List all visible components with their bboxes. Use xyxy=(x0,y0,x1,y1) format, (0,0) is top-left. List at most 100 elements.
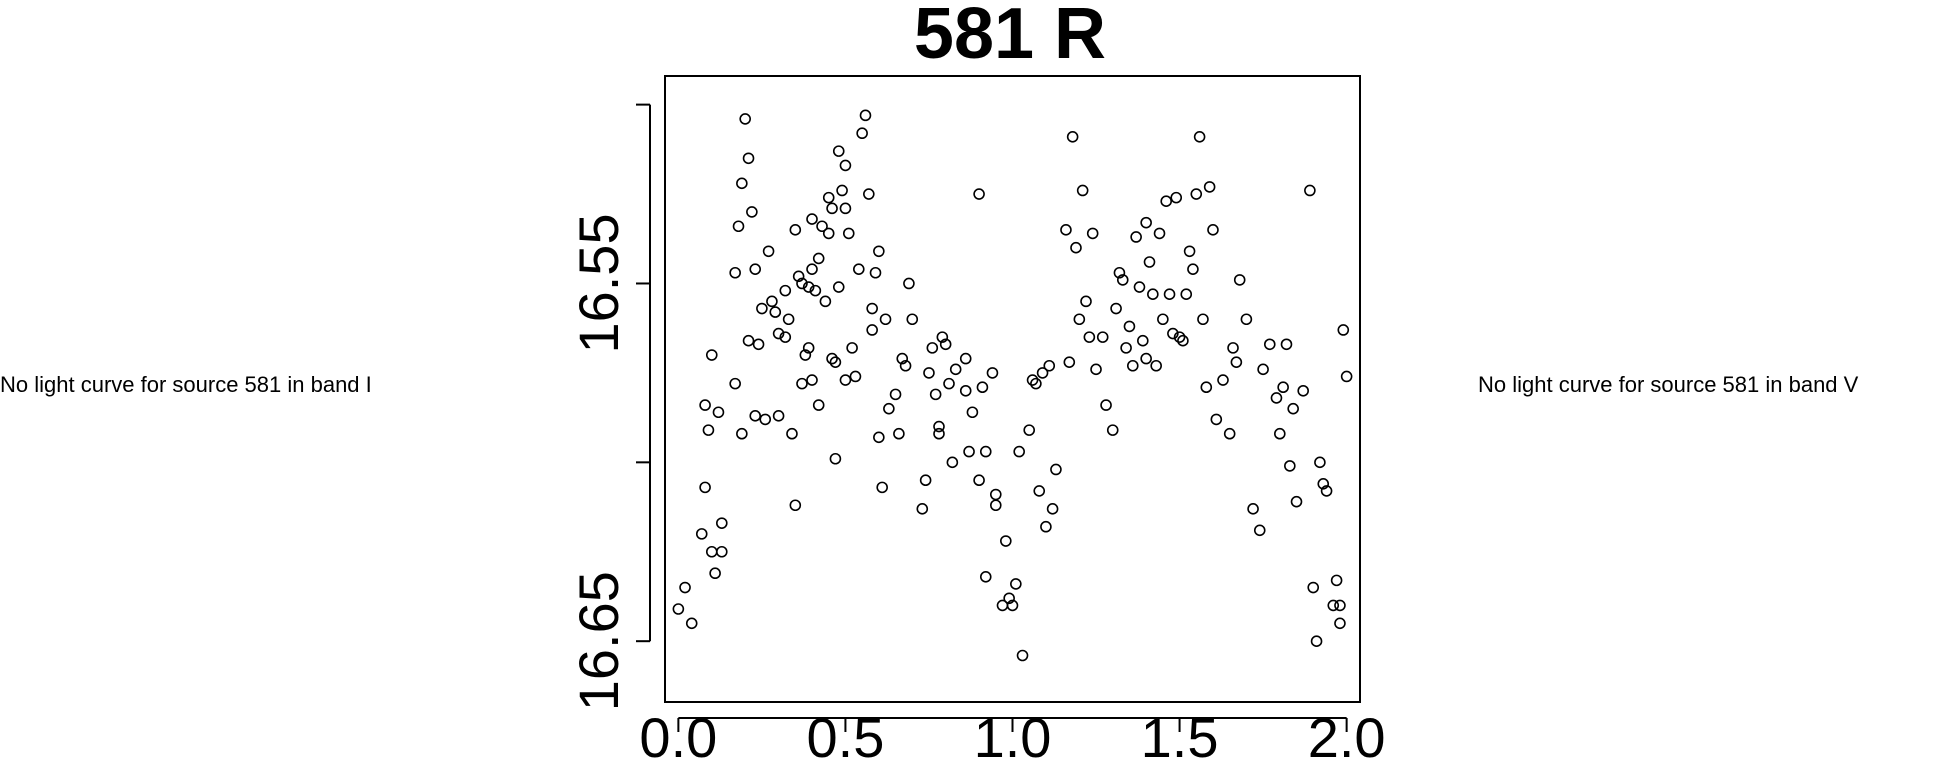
x-tick-label: 0.5 xyxy=(807,706,885,758)
data-point xyxy=(789,224,802,236)
data-point xyxy=(1126,359,1139,372)
data-point xyxy=(1013,445,1025,458)
data-point xyxy=(705,545,718,558)
data-point xyxy=(839,374,852,386)
data-point xyxy=(1263,338,1276,351)
data-point xyxy=(759,413,772,426)
data-point xyxy=(1284,460,1296,472)
data-point xyxy=(1287,402,1299,415)
data-point xyxy=(802,281,815,293)
chart-title: 581 R xyxy=(914,0,1106,74)
data-point xyxy=(1334,599,1346,612)
data-point xyxy=(1153,227,1166,240)
data-point xyxy=(1140,216,1152,229)
data-point xyxy=(1320,485,1333,497)
data-point xyxy=(929,388,942,401)
data-point xyxy=(1026,374,1039,386)
data-point xyxy=(856,127,868,140)
data-point xyxy=(1163,288,1176,301)
data-point xyxy=(933,427,945,440)
data-point xyxy=(716,545,728,558)
data-point xyxy=(906,313,919,326)
data-point xyxy=(986,367,999,379)
note-band-v: No light curve for source 581 in band V xyxy=(1478,372,1859,397)
data-point xyxy=(989,488,1002,501)
data-point xyxy=(752,338,765,351)
data-point xyxy=(709,567,721,580)
data-point xyxy=(829,452,842,465)
data-point xyxy=(739,113,751,125)
data-point xyxy=(946,456,959,469)
data-point xyxy=(852,263,865,275)
data-point xyxy=(1023,424,1036,436)
data-point xyxy=(822,191,835,204)
data-point xyxy=(1010,578,1022,590)
data-point xyxy=(819,295,832,308)
data-point xyxy=(839,159,852,172)
data-point xyxy=(1257,363,1269,376)
data-point xyxy=(883,402,895,415)
data-point xyxy=(896,352,909,365)
data-point xyxy=(1076,184,1089,197)
data-point xyxy=(1036,367,1049,379)
data-point xyxy=(1006,599,1019,612)
data-point xyxy=(1330,574,1343,587)
data-point xyxy=(1327,599,1340,612)
data-point xyxy=(989,499,1002,512)
data-point xyxy=(963,445,975,458)
data-point xyxy=(1000,535,1012,547)
data-point xyxy=(1046,503,1059,515)
data-point xyxy=(832,145,845,157)
data-point xyxy=(1043,359,1056,372)
data-point xyxy=(1297,384,1309,397)
data-point xyxy=(812,399,825,411)
note-band-i: No light curve for source 581 in band I xyxy=(0,372,372,397)
data-point xyxy=(1193,131,1206,143)
data-point xyxy=(779,331,792,343)
data-point xyxy=(1106,424,1119,436)
data-point xyxy=(772,410,785,422)
data-point xyxy=(889,388,902,401)
data-points xyxy=(672,109,1353,662)
data-point xyxy=(1147,288,1159,301)
data-point xyxy=(1233,274,1246,286)
data-point xyxy=(1083,331,1096,343)
data-point xyxy=(1197,313,1209,326)
data-point xyxy=(926,342,939,354)
data-point xyxy=(792,270,805,283)
data-point xyxy=(1317,477,1330,490)
data-point xyxy=(762,245,775,258)
data-point xyxy=(939,338,952,351)
data-point xyxy=(973,188,985,200)
data-point xyxy=(1123,320,1136,333)
data-point xyxy=(832,281,845,293)
data-point xyxy=(829,356,842,368)
data-point xyxy=(863,188,875,200)
data-point xyxy=(1183,245,1196,258)
data-point xyxy=(796,377,808,390)
data-point xyxy=(729,377,741,390)
data-point xyxy=(919,474,932,487)
data-point xyxy=(736,427,748,440)
data-point xyxy=(1230,356,1243,368)
data-point xyxy=(1247,503,1259,515)
data-point xyxy=(736,177,748,190)
data-point xyxy=(702,424,715,436)
data-point xyxy=(749,410,762,422)
data-point xyxy=(1130,231,1142,243)
data-point xyxy=(1033,485,1046,497)
data-point xyxy=(1304,184,1316,197)
data-point xyxy=(1150,359,1162,372)
x-axis: 0.0 0.5 1.0 1.5 2.0 xyxy=(639,706,1385,758)
data-point xyxy=(973,474,985,487)
data-point xyxy=(933,420,945,433)
data-point xyxy=(1337,324,1350,336)
data-point xyxy=(979,570,992,583)
data-point xyxy=(679,581,691,594)
data-point xyxy=(873,245,885,258)
data-point xyxy=(1110,302,1122,315)
data-point xyxy=(1173,331,1186,343)
data-point xyxy=(1307,581,1320,594)
data-point xyxy=(1207,224,1219,236)
